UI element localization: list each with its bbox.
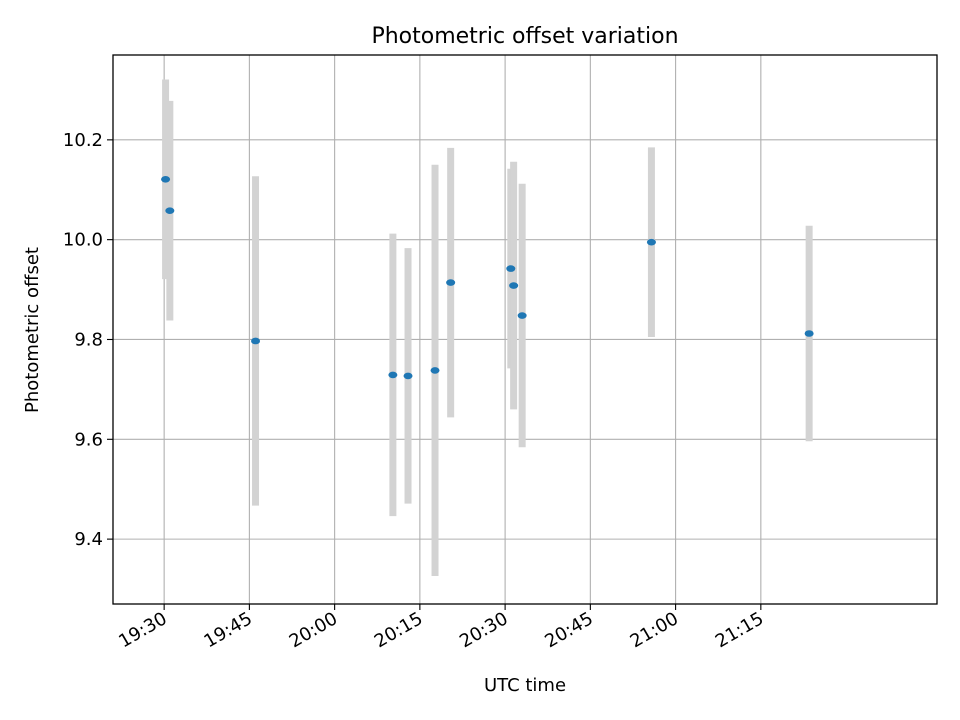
data-point [517,312,527,319]
chart-title: Photometric offset variation [371,24,678,49]
plot-frame [112,54,938,605]
data-point [509,282,519,289]
y-tick-label: 9.8 [74,329,103,350]
y-tick-label: 9.6 [74,429,103,450]
data-point [804,330,814,337]
grid [113,55,937,604]
data-point [165,207,175,215]
data-points [161,175,814,380]
data-point [446,279,456,286]
data-point [251,337,261,345]
data-point [646,238,656,246]
y-axis-ticks: 9.4 9.6 9.8 10.0 10.2 [63,130,113,550]
data-point [403,372,413,380]
y-tick-label: 10.2 [63,130,103,151]
data-point [161,175,171,183]
data-point [430,367,440,374]
y-axis-label: Photometric offset [22,247,43,413]
y-tick-label: 9.4 [74,529,103,550]
y-tick-label: 10.0 [63,230,103,251]
data-point [506,265,516,272]
x-axis-label: UTC time [484,675,566,696]
data-point [388,371,398,379]
